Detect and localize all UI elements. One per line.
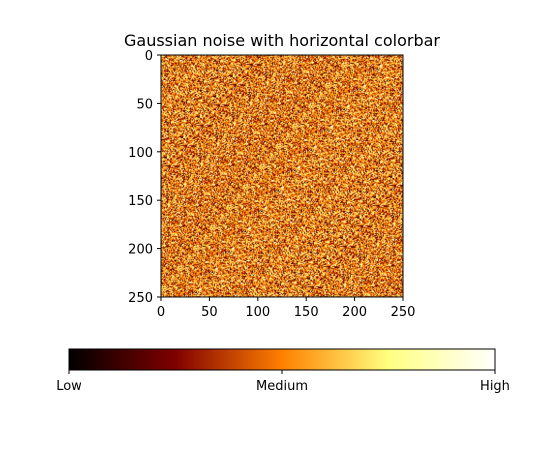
y-tick-label: 200 [128, 243, 153, 258]
y-tick-label: 0 [145, 49, 153, 64]
x-tick-label: 100 [245, 305, 270, 320]
y-axis: 0 50 100 150 200 250 [128, 49, 161, 306]
x-axis: 0 50 100 150 200 250 [157, 297, 416, 320]
y-tick-label: 100 [128, 146, 153, 161]
x-tick-label: 0 [157, 305, 165, 320]
plot-area [160, 54, 404, 298]
x-tick-label: 200 [342, 305, 367, 320]
colorbar: Low Medium High [56, 348, 510, 394]
colorbar-ticks: Low Medium High [56, 370, 510, 394]
colorbar-tick-label-high: High [480, 379, 510, 394]
x-tick-label: 150 [294, 305, 319, 320]
colorbar-tick-label-medium: Medium [256, 379, 308, 394]
y-tick-label: 250 [128, 291, 153, 306]
colorbar-tick-label-low: Low [56, 379, 82, 394]
y-tick-label: 50 [136, 97, 153, 112]
noise-pixels [161, 55, 403, 297]
y-tick-label: 150 [128, 194, 153, 209]
x-tick-label: 50 [201, 305, 218, 320]
heatmap-image [161, 55, 403, 297]
colorbar-gradient [68, 348, 496, 371]
plot-frame [160, 54, 404, 298]
chart-title: Gaussian noise with horizontal colorbar [124, 31, 440, 50]
x-tick-label: 250 [391, 305, 416, 320]
